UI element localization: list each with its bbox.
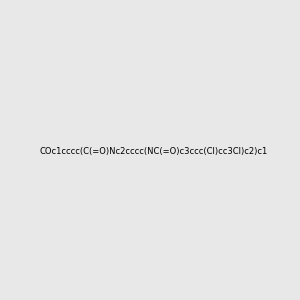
Text: COc1cccc(C(=O)Nc2cccc(NC(=O)c3ccc(Cl)cc3Cl)c2)c1: COc1cccc(C(=O)Nc2cccc(NC(=O)c3ccc(Cl)cc3… xyxy=(40,147,268,156)
